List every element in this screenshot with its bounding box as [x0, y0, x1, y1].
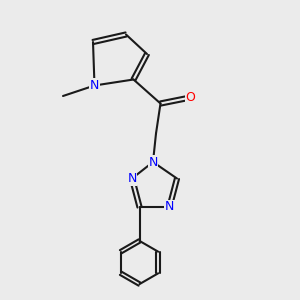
- Text: N: N: [165, 200, 174, 214]
- Text: N: N: [148, 155, 158, 169]
- Text: N: N: [127, 172, 137, 185]
- Text: O: O: [186, 91, 195, 104]
- Text: N: N: [90, 79, 99, 92]
